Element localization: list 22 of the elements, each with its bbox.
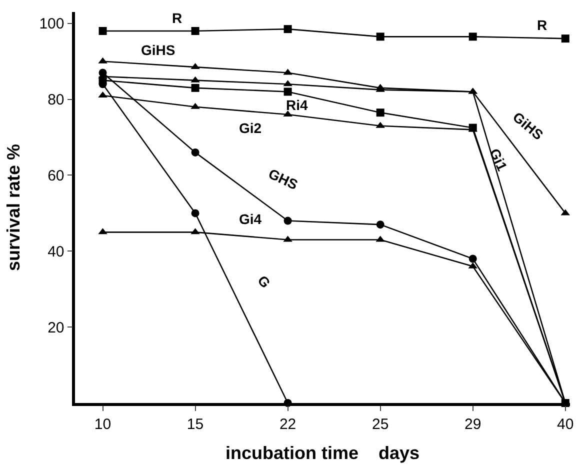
x-tick-label: 10 (94, 416, 112, 433)
text: G (254, 272, 274, 291)
y-tick-label: 80 (48, 92, 64, 109)
x-tick-label: 22 (279, 416, 296, 433)
x-tick-label: 15 (186, 416, 204, 433)
text: Gi1 (486, 146, 511, 174)
series-label: R (172, 10, 182, 26)
x-tick-label: 29 (464, 416, 482, 433)
y-tick-label: 20 (48, 319, 64, 336)
text: R (537, 17, 548, 33)
x-axis-title: incubation time days (225, 442, 420, 463)
x-tick-label: 40 (557, 416, 574, 433)
series-label: Gi2 (239, 120, 262, 136)
series-label: Gi4 (239, 211, 262, 227)
y-tick-label: 100 (39, 16, 64, 33)
y-axis-title: survival rate % (3, 144, 24, 272)
text: GHS (266, 165, 300, 193)
series-label: Ri4 (286, 97, 308, 113)
text: GiHS (141, 42, 176, 58)
y-tick-label: 60 (48, 167, 64, 184)
x-tick-label: 25 (372, 416, 389, 433)
y-tick-label: 40 (48, 243, 64, 260)
